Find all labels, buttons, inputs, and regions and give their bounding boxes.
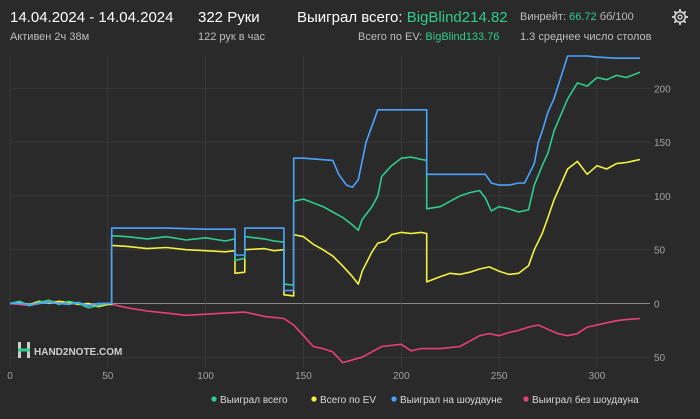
legend-marker xyxy=(391,396,397,402)
y-axis-ticks: 50 0 50 100 150 200 xyxy=(654,84,671,364)
x-tick-label: 100 xyxy=(197,371,214,382)
winrate-value: 66.72 xyxy=(569,11,597,23)
winrate: Винрейт: 66.72 бб/100 xyxy=(520,11,634,23)
total-won: Выиграл всего: BigBlind214.82 xyxy=(297,9,508,26)
legend-item[interactable]: Выиграл всего xyxy=(211,395,288,406)
watermark-text: HAND2NOTE.COM xyxy=(34,347,122,358)
y-tick-label: 150 xyxy=(654,138,671,149)
x-axis-ticks: 0 50 100 150 200 250 300 xyxy=(7,371,606,382)
legend-marker xyxy=(523,396,529,402)
hand2note-watermark: HAND2NOTE.COM xyxy=(18,342,122,358)
chart-legend: Выиграл всего Всего по EV Выиграл на шоуда… xyxy=(211,394,639,406)
hands-count: 322 Руки xyxy=(198,9,260,26)
winrate-label: Винрейт: xyxy=(520,11,567,23)
chart-series xyxy=(9,55,641,364)
legend-label: Всего по EV xyxy=(320,395,376,406)
date-range: 14.04.2024 - 14.04.2024 xyxy=(10,9,174,26)
legend-item[interactable]: Выиграл на шоудауне xyxy=(391,395,503,406)
legend-label: Выиграл без шоудауна xyxy=(532,394,639,406)
y-tick-label: 0 xyxy=(654,299,660,310)
y-tick-label: 100 xyxy=(654,192,671,203)
total-won-value: BigBlind214.82 xyxy=(406,9,508,26)
x-tick-label: 250 xyxy=(491,371,508,382)
series-line-1 xyxy=(9,158,641,308)
legend-item[interactable]: Выиграл без шоудауна xyxy=(523,394,639,406)
legend-marker xyxy=(311,396,317,402)
y-tick-label: 200 xyxy=(654,84,671,95)
total-ev-value: BigBlind133.76 xyxy=(425,31,500,43)
legend-label: Выиграл на шоудауне xyxy=(400,395,503,406)
x-tick-label: 150 xyxy=(295,371,312,382)
legend-item[interactable]: Всего по EV xyxy=(311,395,376,406)
active-time: Активен 2ч 38м xyxy=(10,31,90,43)
legend-marker xyxy=(211,396,217,402)
total-ev-label: Всего по EV: xyxy=(358,31,423,43)
hands-per-hour: 122 рук в час xyxy=(198,31,266,43)
hand2note-logo xyxy=(18,342,30,358)
chart-grid xyxy=(9,56,650,368)
total-won-label: Выиграл всего: xyxy=(297,9,403,26)
gear-icon[interactable] xyxy=(672,9,688,25)
x-tick-label: 200 xyxy=(393,371,410,382)
series-line-0 xyxy=(9,71,641,309)
legend-label: Выиграл всего xyxy=(220,395,288,406)
x-tick-label: 0 xyxy=(7,371,13,382)
x-tick-label: 300 xyxy=(589,371,606,382)
x-tick-label: 50 xyxy=(102,371,114,382)
y-tick-label: 50 xyxy=(654,353,666,364)
series-line-2 xyxy=(10,55,640,307)
avg-tables: 1.3 среднее число столов xyxy=(520,31,652,43)
winrate-unit: бб/100 xyxy=(599,11,634,23)
total-ev: Всего по EV: BigBlind133.76 xyxy=(358,31,499,43)
series-line-3 xyxy=(9,300,641,364)
y-tick-label: 50 xyxy=(654,246,666,257)
